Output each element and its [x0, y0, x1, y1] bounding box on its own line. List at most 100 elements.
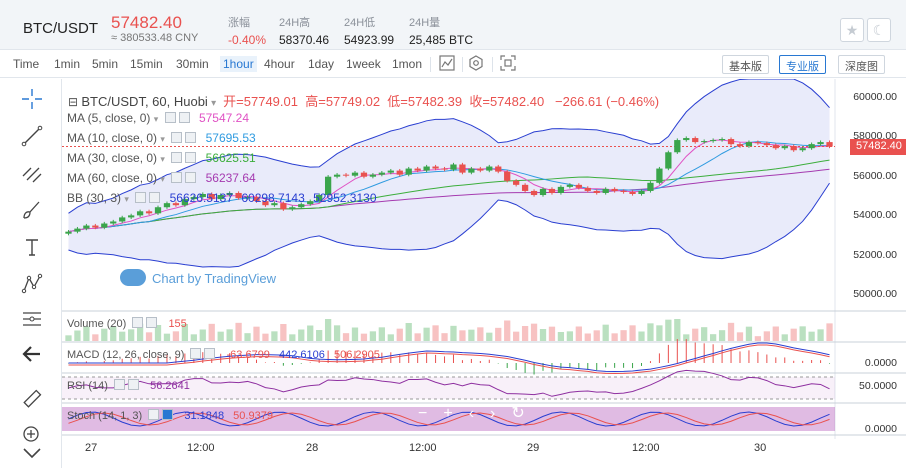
stoch-d-value: 50.9379 — [233, 410, 273, 422]
indicator-bb[interactable]: BB (30, 3) ▾ 56626.5137 60298.7143 52952… — [67, 191, 377, 205]
volume-bar — [718, 330, 726, 341]
chart-type-icon[interactable] — [438, 55, 456, 73]
trendline-tool[interactable] — [20, 124, 44, 148]
settings-icon[interactable] — [135, 192, 147, 203]
settings-icon[interactable] — [171, 152, 183, 163]
volume-bar — [342, 333, 350, 341]
timeframe-1min[interactable]: 1min — [54, 57, 81, 71]
view-pro-button[interactable]: 专业版 — [779, 55, 826, 74]
timeframe-1week[interactable]: 1week — [346, 57, 381, 71]
ohlc-values: 开=57749.01 高=57749.02 低=57482.39 收=57482… — [220, 94, 659, 109]
zoom-in-tool[interactable] — [20, 423, 44, 447]
indicator-ma60[interactable]: MA (60, close, 0) ▾ 56237.64 — [67, 171, 256, 185]
close-icon[interactable] — [128, 379, 140, 390]
zoom-in-icon[interactable]: + — [443, 405, 469, 422]
timeframe-30min[interactable]: 30min — [176, 57, 209, 71]
chevron-down-icon[interactable]: ▾ — [211, 98, 217, 109]
chevron-down-icon[interactable]: ▾ — [160, 174, 165, 184]
collapse-legend-icon[interactable]: ⊟ — [68, 95, 82, 109]
crosshair-tool[interactable] — [20, 87, 44, 111]
close-icon[interactable] — [146, 317, 158, 328]
close-icon[interactable] — [149, 192, 161, 203]
timeframe-4hour[interactable]: 4hour — [264, 57, 295, 71]
macd-histogram-bar — [533, 363, 535, 375]
settings-icon[interactable] — [171, 172, 183, 183]
timeframe-time[interactable]: Time — [13, 57, 40, 71]
timeframe-5min[interactable]: 5min — [92, 57, 119, 71]
bollinger-lower-line — [68, 182, 830, 268]
text-icon — [26, 239, 38, 256]
scroll-left-icon[interactable]: ‹ — [468, 405, 491, 422]
settings-icon[interactable] — [164, 112, 176, 123]
stoch-legend[interactable]: Stoch (14, 1, 3) 31.1848 50.9379 — [67, 409, 273, 422]
macd-histogram-bar — [658, 353, 660, 363]
zoom-out-icon[interactable]: − — [418, 405, 444, 422]
candle-body — [136, 211, 144, 216]
fib-tool[interactable] — [20, 161, 44, 185]
stat-low: 24H低 54923.99 — [344, 14, 394, 47]
view-depth-button[interactable]: 深度图 — [838, 55, 885, 74]
indicator-name: MA (30, close, 0) — [67, 151, 158, 165]
close-icon[interactable] — [204, 348, 216, 359]
timeframe-1mon[interactable]: 1mon — [392, 57, 423, 71]
text-tool[interactable] — [20, 235, 44, 259]
close-icon[interactable] — [178, 112, 190, 123]
candle-body — [808, 144, 815, 149]
view-basic-button[interactable]: 基本版 — [722, 55, 769, 74]
rsi-legend[interactable]: RSI (14) 56.2641 — [67, 379, 190, 392]
timeframe-1hour[interactable]: 1hour — [220, 56, 257, 72]
indicator-ma30[interactable]: MA (30, close, 0) ▾ 56625.51 — [67, 151, 256, 165]
macd-histogram-bar — [605, 363, 607, 368]
settings-icon[interactable] — [114, 379, 126, 390]
volume-bar — [289, 334, 296, 341]
tradingview-watermark[interactable]: Chart by TradingView — [120, 269, 276, 286]
reset-icon[interactable]: ↻ — [511, 405, 541, 422]
macd-histogram-bar — [479, 361, 481, 363]
chevron-down-icon[interactable]: ▾ — [124, 194, 129, 204]
timeframe-1day[interactable]: 1day — [308, 57, 335, 71]
close-icon[interactable] — [185, 152, 197, 163]
theme-toggle-button[interactable]: ☾ — [867, 18, 891, 42]
pane-name: MACD (12, 26, close, 9) — [67, 349, 185, 361]
settings-icon[interactable] — [171, 132, 183, 143]
indicator-ma5[interactable]: MA (5, close, 0) ▾ 57547.24 — [67, 111, 249, 125]
chart-area[interactable]: ⊟ BTC/USDT, 60, Huobi ▾ 开=57749.01 高=577… — [62, 79, 906, 468]
close-icon[interactable] — [162, 409, 174, 420]
measure-tool[interactable] — [20, 307, 44, 331]
close-icon[interactable] — [185, 172, 197, 183]
chevron-down-icon[interactable]: ▾ — [153, 114, 159, 124]
chevron-down-icon[interactable]: ▾ — [160, 154, 165, 164]
indicator-ma10[interactable]: MA (10, close, 0) ▾ 57695.53 — [67, 131, 256, 145]
chevron-down-icon[interactable]: ▾ — [160, 134, 165, 144]
settings-icon[interactable] — [190, 348, 202, 359]
volume-bar — [539, 329, 547, 341]
volume-bar — [244, 333, 251, 341]
pair-name[interactable]: BTC/USDT — [23, 20, 98, 37]
timeframe-15min[interactable]: 15min — [130, 57, 163, 71]
back-tool[interactable] — [20, 342, 44, 366]
settings-icon[interactable] — [132, 317, 144, 328]
settings-icon[interactable] — [148, 409, 160, 420]
candle-body — [772, 145, 779, 149]
candle-body — [584, 187, 591, 191]
ruler-tool[interactable] — [20, 387, 44, 411]
fullscreen-icon[interactable] — [499, 55, 517, 73]
chart-canvas[interactable] — [62, 79, 906, 468]
pattern-tool[interactable] — [20, 272, 44, 296]
brush-tool[interactable] — [20, 198, 44, 222]
rsi-axis-label: 50.0000 — [859, 380, 897, 392]
scroll-right-icon[interactable]: › — [490, 405, 512, 422]
expand-tools-button[interactable] — [20, 441, 44, 465]
volume-bar — [145, 332, 153, 341]
candle-body — [74, 228, 81, 232]
settings-icon[interactable] — [467, 55, 485, 73]
indicator-value: 57547.24 — [198, 111, 249, 125]
close-icon[interactable] — [185, 132, 197, 143]
macd-legend[interactable]: MACD (12, 26, close, 9) -63.6799 442.610… — [67, 348, 380, 361]
volume-bar — [208, 323, 215, 341]
volume-legend[interactable]: Volume (20) 155 — [67, 317, 187, 330]
macd-histogram-bar — [578, 363, 580, 369]
favorite-button[interactable]: ★ — [840, 18, 864, 42]
macd-histogram-bar — [829, 363, 831, 364]
volume-bar — [136, 323, 144, 341]
